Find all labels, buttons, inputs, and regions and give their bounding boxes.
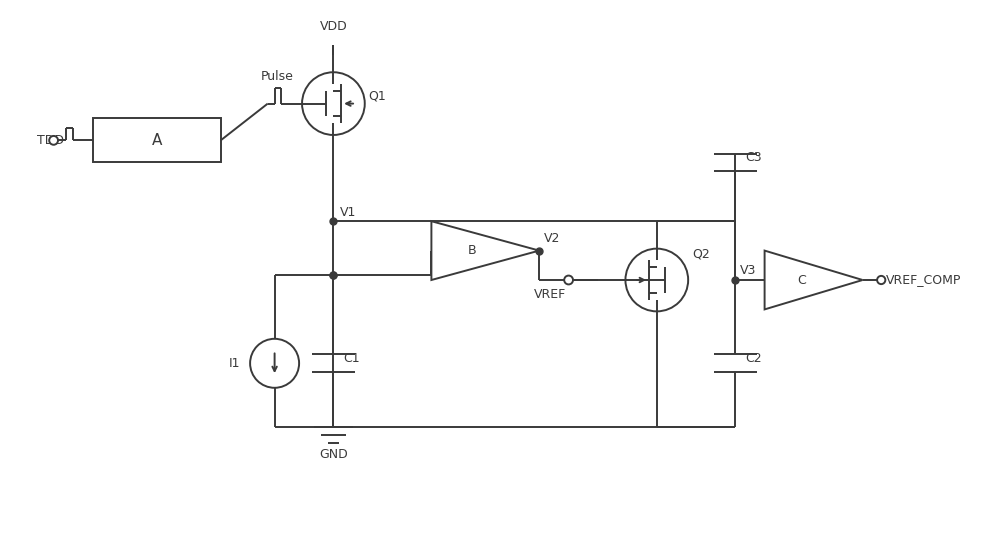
Text: GND: GND bbox=[319, 448, 348, 461]
Circle shape bbox=[49, 136, 58, 145]
Text: V3: V3 bbox=[740, 264, 756, 277]
Circle shape bbox=[564, 276, 573, 284]
Text: C3: C3 bbox=[745, 151, 762, 164]
Circle shape bbox=[877, 276, 885, 284]
Text: A: A bbox=[152, 133, 162, 148]
Text: Q2: Q2 bbox=[692, 247, 710, 260]
Text: V1: V1 bbox=[340, 206, 357, 219]
Text: Q1: Q1 bbox=[369, 89, 386, 102]
Text: V2: V2 bbox=[544, 232, 560, 245]
Text: Pulse: Pulse bbox=[261, 69, 294, 83]
Text: I1: I1 bbox=[229, 357, 240, 370]
Text: C2: C2 bbox=[745, 352, 762, 365]
Text: TDD: TDD bbox=[37, 134, 64, 147]
Text: VREF_COMP: VREF_COMP bbox=[886, 273, 961, 287]
Text: C1: C1 bbox=[343, 352, 360, 365]
Text: B: B bbox=[468, 244, 477, 257]
Text: C: C bbox=[797, 273, 806, 287]
Text: VREF: VREF bbox=[533, 288, 566, 301]
Bar bbox=[93, 118, 221, 162]
Text: VDD: VDD bbox=[320, 20, 347, 33]
